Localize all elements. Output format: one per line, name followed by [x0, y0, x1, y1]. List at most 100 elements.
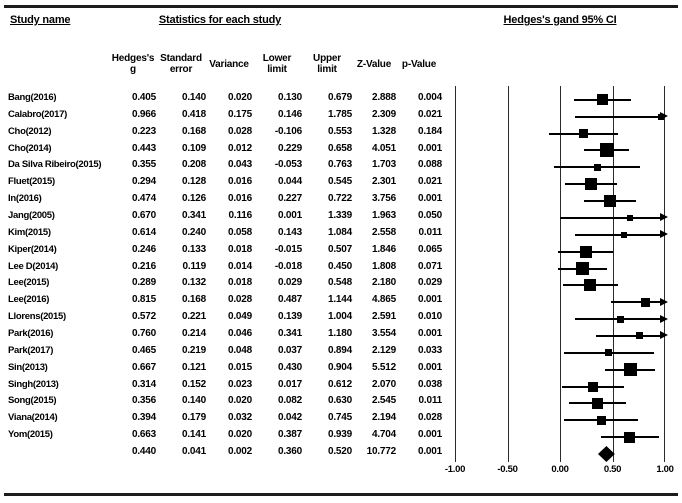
stat-value: 0.065 — [417, 243, 442, 255]
overall-effect-diamond — [597, 445, 615, 462]
effect-size-square — [658, 113, 665, 120]
stat-value: 0.001 — [417, 446, 442, 458]
study-row: Sin(2013) 0.667 0.121 0.015 0.430 0.904 5.512 0… — [0, 360, 442, 377]
stat-value: 0.966 — [131, 108, 156, 120]
stat-value: 2.591 — [371, 311, 396, 323]
stat-value: 0.223 — [131, 125, 156, 137]
stat-value: 0.465 — [131, 344, 156, 356]
stat-value: 0.246 — [131, 243, 156, 255]
study-row: Cho(2012) 0.223 0.168 0.028 -0.106 0.553 1.328… — [0, 124, 442, 141]
stat-value: 0.071 — [417, 260, 442, 272]
stat-value: -0.106 — [274, 125, 302, 137]
stat-value: 0.001 — [277, 210, 302, 222]
stat-value: 0.745 — [327, 412, 352, 424]
stat-value: 0.630 — [327, 395, 352, 407]
stat-value: 0.679 — [327, 92, 352, 103]
study-row: In(2016) 0.474 0.126 0.016 0.227 0.722 3.756 0.… — [0, 191, 442, 208]
stat-value: 0.109 — [181, 142, 206, 154]
ci-arrow-right-icon — [660, 213, 668, 222]
stat-value: 0.572 — [131, 311, 156, 323]
stat-value: 0.168 — [181, 294, 206, 306]
stat-value: 0.015 — [227, 361, 252, 373]
stat-value: 0.029 — [277, 277, 302, 289]
study-row: Bang(2016) 0.405 0.140 0.020 0.130 0.679 2.888… — [0, 90, 442, 107]
stat-value: 0.044 — [277, 176, 302, 188]
top-border-rule — [4, 5, 678, 8]
stat-value: 3.756 — [371, 193, 396, 205]
axis-tick-label: 0.00 — [551, 464, 569, 475]
stat-value: 2.180 — [371, 277, 396, 289]
stat-value: 10.772 — [366, 446, 397, 458]
study-row: Kiper(2014) 0.246 0.133 0.018 -0.015 0.507 1.8… — [0, 242, 442, 259]
study-row: Song(2015) 0.356 0.140 0.020 0.082 0.630 2.545… — [0, 393, 442, 410]
stat-value: 3.554 — [371, 328, 396, 340]
effect-size-square — [584, 178, 597, 191]
axis-tick-label: -0.50 — [497, 464, 518, 475]
stat-value: 0.146 — [277, 108, 302, 120]
column-header-hedges-g: Hedges's g — [111, 53, 155, 75]
stat-value: 2.545 — [371, 395, 396, 407]
study-row: Lee D(2014) 0.216 0.119 0.014 -0.018 0.450 1.8… — [0, 259, 442, 276]
x-axis-tick-labels: -1.00 -0.50 0.00 0.50 1.00 — [445, 464, 674, 478]
stat-value: 0.014 — [227, 260, 252, 272]
stat-value: 0.221 — [181, 311, 206, 323]
study-row: Yom(2015) 0.663 0.141 0.020 0.387 0.939 4.704 0… — [0, 427, 442, 444]
stat-value: 0.133 — [181, 243, 206, 255]
study-name: Kim(2015) — [8, 226, 51, 238]
stat-value: 0.012 — [227, 142, 252, 154]
stat-value: 0.227 — [277, 193, 302, 205]
study-name — [0, 444, 110, 461]
stat-value: 0.011 — [418, 395, 443, 407]
stat-value: 0.088 — [417, 159, 442, 171]
gridline-pos-05 — [612, 86, 614, 462]
stat-value: 0.028 — [227, 125, 252, 137]
study-row: Fluet(2015) 0.294 0.128 0.016 0.044 0.545 2.30… — [0, 174, 442, 191]
overall-row: 0.440 0.041 0.002 0.360 0.520 10.772 0.001 — [0, 444, 442, 461]
stat-value: 0.314 — [131, 378, 156, 390]
stat-value: 1.846 — [371, 243, 396, 255]
effect-size-square — [621, 231, 628, 238]
stat-value: 2.194 — [371, 412, 396, 424]
stat-value: 2.301 — [371, 176, 396, 188]
effect-size-square — [599, 143, 614, 158]
stat-value: 0.010 — [417, 311, 442, 323]
stat-value: 0.001 — [417, 142, 442, 154]
study-name: Jang(2005) — [8, 210, 55, 222]
study-row: Calabro(2017) 0.966 0.418 0.175 0.146 1.785 2.… — [0, 107, 442, 124]
stat-value: 1.808 — [371, 260, 396, 272]
stat-value: 0.001 — [417, 193, 442, 205]
gridline-neg-05 — [507, 86, 509, 462]
column-header-row: Hedges's g Standard error Variance Lower… — [0, 44, 442, 84]
stat-value: 0.394 — [131, 412, 156, 424]
stat-value: 0.049 — [227, 311, 252, 323]
stat-value: 0.152 — [181, 378, 206, 390]
ci-arrow-right-icon — [660, 331, 668, 340]
stat-value: 0.028 — [227, 294, 252, 306]
study-name: Park(2017) — [8, 344, 54, 356]
study-name: Da Silva Ribeiro(2015) — [8, 159, 102, 171]
stat-value: 0.294 — [131, 176, 156, 188]
ci-line — [575, 115, 665, 118]
study-name: Bang(2016) — [8, 92, 57, 103]
effect-size-square — [605, 349, 613, 357]
study-name: Lee(2016) — [8, 294, 50, 306]
stat-value: 0.029 — [417, 277, 442, 289]
stat-value: 0.430 — [277, 361, 302, 373]
effect-size-square — [616, 315, 624, 323]
stat-value: 2.070 — [371, 378, 396, 390]
stat-value: 1.963 — [371, 210, 396, 222]
study-name: Cho(2014) — [8, 142, 52, 154]
effect-size-square — [587, 381, 598, 392]
effect-size-square — [636, 332, 644, 340]
stat-value: 0.004 — [417, 92, 442, 103]
stat-value: 1.084 — [327, 226, 352, 238]
stat-value: 0.168 — [181, 125, 206, 137]
study-name: Lee D(2014) — [8, 260, 59, 272]
stat-value: 0.341 — [181, 210, 206, 222]
study-name: Lee(2015) — [8, 277, 50, 289]
stat-value: 4.051 — [371, 142, 396, 154]
stat-value: 0.405 — [131, 92, 156, 103]
stat-value: 0.058 — [227, 226, 252, 238]
stat-value: 0.028 — [417, 412, 442, 424]
study-name: Viana(2014) — [8, 412, 58, 424]
